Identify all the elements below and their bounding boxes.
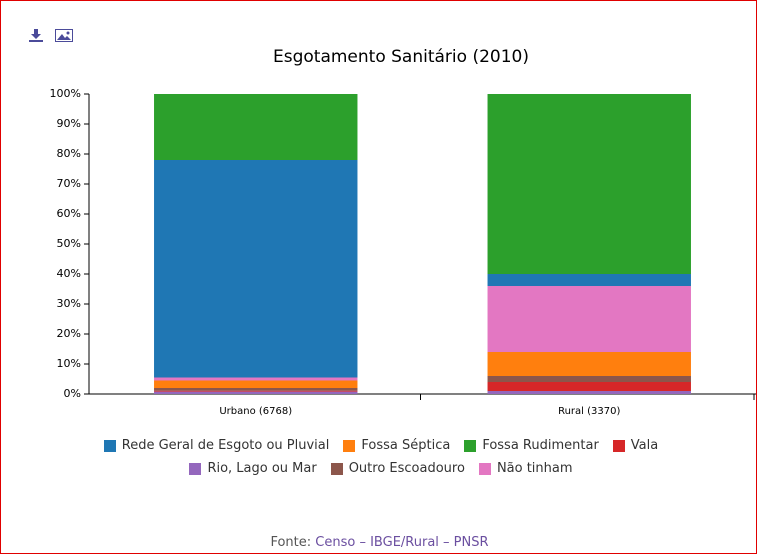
bar-segment — [487, 391, 691, 394]
y-tick-label: 50% — [57, 237, 81, 250]
y-tick-label: 80% — [57, 147, 81, 160]
bar-segment — [487, 352, 691, 376]
legend-item[interactable]: Rio, Lago ou Mar — [189, 461, 317, 476]
legend-label: Fossa Rudimentar — [482, 438, 599, 453]
chart: Esgotamento Sanitário (2010) 0% 10% 20% 30%… — [50, 47, 756, 417]
y-tick-label: 90% — [57, 117, 81, 130]
y-tick-label: 30% — [57, 297, 81, 310]
legend-item[interactable]: Vala — [612, 438, 659, 453]
x-tick-label: Urbano (6768) — [219, 406, 292, 417]
legend-item[interactable]: Não tinham — [478, 461, 573, 476]
legend-item[interactable]: Rede Geral de Esgoto ou Pluvial — [103, 438, 330, 453]
legend-swatch — [612, 439, 625, 452]
legend-swatch — [330, 462, 343, 475]
bar-segment — [487, 286, 691, 352]
bar-segment — [154, 380, 358, 388]
y-tick-label: 10% — [57, 357, 81, 370]
image-icon[interactable] — [55, 29, 73, 42]
legend-label: Não tinham — [496, 461, 573, 476]
legend-swatch — [343, 439, 356, 452]
legend-swatch — [189, 462, 202, 475]
bar-segment — [154, 388, 358, 391]
source-note: Fonte: Censo – IBGE/Rural – PNSR — [1, 535, 756, 550]
legend-label: Vala — [630, 438, 659, 453]
bar-segment — [154, 160, 358, 378]
source-label: Fonte: — [270, 535, 312, 550]
bar-segment — [154, 391, 358, 394]
chart-title: Esgotamento Sanitário (2010) — [273, 47, 529, 67]
y-tick-label: 100% — [50, 87, 81, 100]
bar-segment — [487, 274, 691, 286]
legend-swatch — [103, 439, 116, 452]
bar-segment — [154, 94, 358, 160]
legend-swatch — [478, 462, 491, 475]
y-tick-label: 0% — [64, 387, 81, 400]
bar-segment — [487, 376, 691, 382]
legend-swatch — [464, 439, 477, 452]
bar-segment — [154, 390, 358, 392]
y-tick-label: 40% — [57, 267, 81, 280]
legend-label: Rio, Lago ou Mar — [207, 461, 317, 476]
legend-label: Rede Geral de Esgoto ou Pluvial — [121, 438, 330, 453]
y-tick-label: 60% — [57, 207, 81, 220]
legend-label: Outro Escoadouro — [348, 461, 465, 476]
source-link[interactable]: Censo – IBGE/Rural – PNSR — [315, 535, 489, 550]
legend-item[interactable]: Fossa Séptica — [343, 438, 450, 453]
bar-segment — [487, 94, 691, 274]
legend-item[interactable]: Outro Escoadouro — [330, 461, 465, 476]
legend-item[interactable]: Fossa Rudimentar — [464, 438, 599, 453]
x-tick-label: Rural (3370) — [558, 406, 620, 417]
bar-segment — [154, 377, 358, 381]
download-icon[interactable] — [29, 29, 43, 42]
legend: Rio, Lago ou Mar Vala Outro Escoadouro Foss… — [41, 438, 721, 476]
bar-segment — [487, 382, 691, 391]
legend-label: Fossa Séptica — [361, 438, 451, 453]
y-tick-label: 70% — [57, 177, 81, 190]
y-tick-label: 20% — [57, 327, 81, 340]
